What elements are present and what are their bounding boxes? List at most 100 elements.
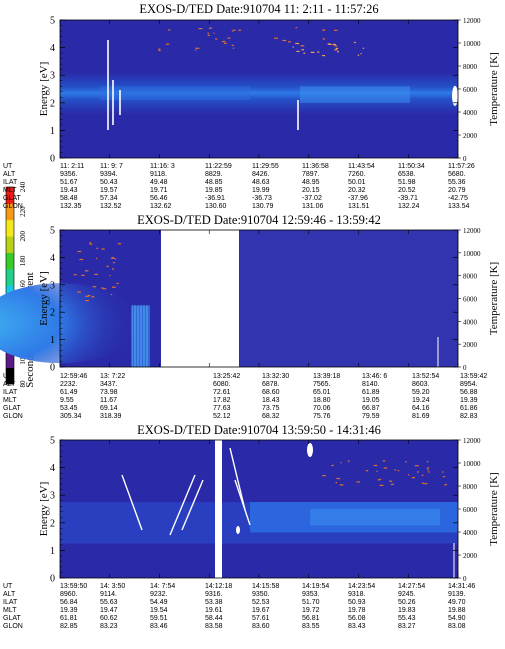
table-cell: 54.49: [150, 599, 168, 606]
speckle-mark: [73, 274, 77, 276]
table-cell: 8426.: [252, 171, 270, 178]
table-cell: 9356.: [60, 171, 78, 178]
y-tick-label: 0: [50, 154, 55, 165]
table-cell: 9350.: [252, 591, 270, 598]
speckle-mark: [383, 467, 388, 469]
table-row-label: GLAT: [3, 615, 21, 622]
table-cell: 14:15:58: [252, 583, 279, 590]
speckle-mark: [198, 28, 203, 30]
y2-tick-label: 2000: [463, 341, 478, 349]
table-cell: 56.46: [150, 195, 168, 202]
colorbar-tick-label: 220: [19, 206, 27, 217]
speckle-mark: [114, 258, 117, 260]
table-cell: 11:22:59: [205, 163, 232, 170]
table-row-label: GLON: [3, 413, 23, 420]
y-tick-label: 5: [50, 16, 55, 27]
table-cell: 61.49: [60, 389, 78, 396]
table-cell: 130.79: [252, 203, 274, 210]
panel-frame: [59, 19, 459, 159]
table-cell: 14:19:54: [302, 583, 329, 590]
table-cell: 8960.: [60, 591, 78, 598]
speckle-mark: [427, 471, 430, 473]
y2-tick-label: 4000: [463, 529, 478, 537]
table-cell: 61.89: [362, 389, 380, 396]
table-cell: -37.02: [302, 195, 322, 202]
y-tick-label: 0: [50, 574, 55, 585]
speckle-mark: [331, 464, 334, 467]
white-streak: [229, 447, 246, 511]
speckle-mark: [88, 294, 91, 297]
table-cell: 9139.: [448, 591, 466, 598]
table-cell: 11: 2:11: [60, 163, 84, 170]
table-cell: 55.43: [398, 615, 416, 622]
panel-3: EXOS-D/TED Date:910704 13:59:50 - 14:31:…: [3, 423, 500, 630]
speckle-mark: [380, 478, 382, 480]
panel-1: EXOS-D/TED Date:910704 11: 2:11 - 11:57:…: [3, 2, 500, 210]
speckle-mark: [222, 40, 226, 43]
data-gap: [161, 229, 239, 368]
colorbar-frame: [5, 186, 15, 385]
table-cell: 59.20: [412, 389, 430, 396]
table-cell: 11:36:58: [302, 163, 329, 170]
speckle-mark: [89, 243, 93, 245]
y-tick-label: 2: [50, 308, 55, 319]
table-cell: 11.67: [100, 397, 117, 404]
speckle-mark: [232, 47, 235, 49]
speckle-mark: [238, 29, 241, 31]
speckle-mark: [117, 243, 122, 245]
table-cell: 132.62: [150, 203, 172, 210]
table-cell: 51.98: [398, 179, 416, 186]
y2-axis-label: Temperature [K]: [488, 472, 500, 545]
speckle-mark: [112, 286, 116, 288]
table-cell: 8603.: [412, 381, 430, 388]
table-cell: 66.87: [362, 405, 380, 412]
table-row-label: GLON: [3, 203, 23, 210]
speckle-mark: [77, 291, 81, 293]
speckle-mark: [274, 37, 278, 39]
table-cell: 82.85: [60, 623, 78, 630]
table-cell: 13:25:42: [213, 373, 240, 380]
speckle-mark: [295, 42, 299, 45]
y-axis-label: Energy [eV]: [38, 482, 50, 536]
table-cell: 50.01: [348, 179, 366, 186]
y-tick-label: 2: [50, 98, 55, 109]
speckle-mark: [231, 30, 234, 32]
y-tick-label: 3: [50, 491, 55, 502]
speckle-mark: [353, 41, 356, 44]
y2-tick-label: 12000: [463, 17, 481, 25]
white-blob: [236, 526, 240, 534]
table-cell: 69.14: [100, 405, 118, 412]
table-cell: 20.32: [348, 187, 366, 194]
speckle-mark: [322, 29, 326, 31]
table-cell: 83.27: [398, 623, 416, 630]
table-cell: 65.01: [313, 389, 331, 396]
data-gap: [215, 439, 222, 579]
table-row-label: MLT: [3, 187, 17, 194]
table-cell: 130.60: [205, 203, 227, 210]
speckle-mark: [424, 483, 428, 485]
y2-axis-label: Temperature [K]: [488, 52, 500, 125]
table-cell: 55.63: [100, 599, 118, 606]
y-tick-label: 5: [50, 226, 55, 237]
table-row-label: ILAT: [3, 599, 18, 606]
table-cell: 48.85: [205, 179, 223, 186]
speckle-mark: [421, 482, 425, 484]
y2-tick-label: 12000: [463, 437, 481, 445]
speckle-mark: [227, 37, 231, 39]
speckle-mark: [215, 38, 218, 40]
table-cell: 19.57: [100, 187, 118, 194]
table-cell: 11:57:26: [448, 163, 475, 170]
white-streak: [169, 474, 196, 536]
table-cell: 318.39: [100, 413, 122, 420]
speckle-mark: [165, 43, 170, 45]
speckle-mark: [295, 27, 298, 29]
table-cell: 8954.: [460, 381, 478, 388]
speckle-mark: [322, 38, 325, 40]
speckle-mark: [296, 50, 300, 52]
table-cell: 73.98: [100, 389, 118, 396]
speckle-mark: [96, 247, 99, 249]
speckle-mark: [365, 470, 369, 472]
speckle-mark: [301, 49, 304, 51]
table-cell: 6080.: [213, 381, 231, 388]
table-cell: 13:59:42: [460, 373, 487, 380]
